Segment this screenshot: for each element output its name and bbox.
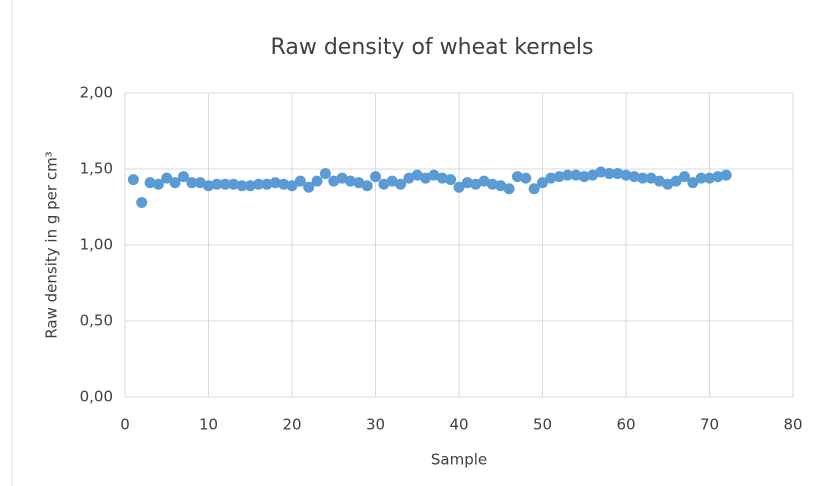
point <box>353 177 365 189</box>
point <box>311 175 323 187</box>
point <box>303 181 315 193</box>
y-tick-label: 0,00 <box>80 388 113 406</box>
point <box>562 169 574 181</box>
x-tick-label: 10 <box>199 416 218 434</box>
point <box>528 183 540 195</box>
point <box>344 175 356 187</box>
point <box>228 178 240 190</box>
point <box>395 178 407 190</box>
point <box>386 175 398 187</box>
point <box>587 169 599 181</box>
point <box>420 172 432 184</box>
x-tick-label: 0 <box>120 416 130 434</box>
point <box>470 178 482 190</box>
x-axis-label: Sample <box>431 451 487 469</box>
point <box>219 178 231 190</box>
point <box>428 169 440 181</box>
point <box>537 177 548 189</box>
point <box>186 177 198 189</box>
point <box>570 169 582 181</box>
point <box>645 172 657 184</box>
point <box>503 183 515 195</box>
point <box>511 171 523 183</box>
point <box>286 180 298 192</box>
point <box>653 175 665 187</box>
point <box>152 178 164 190</box>
point <box>678 171 690 183</box>
point <box>261 178 273 190</box>
y-tick-label: 1,50 <box>80 160 113 178</box>
point <box>637 172 649 184</box>
point <box>378 178 390 190</box>
point <box>278 178 290 190</box>
point <box>144 177 156 189</box>
point <box>486 178 498 190</box>
x-tick-label: 70 <box>700 416 719 434</box>
point <box>177 171 189 183</box>
point <box>545 172 557 184</box>
x-tick-label: 80 <box>783 416 802 434</box>
point <box>336 172 348 184</box>
point <box>520 172 532 184</box>
point <box>595 166 607 178</box>
point <box>328 175 340 187</box>
point <box>687 177 699 189</box>
point <box>620 169 632 181</box>
point <box>453 181 465 193</box>
point <box>603 168 615 180</box>
point <box>662 178 674 190</box>
point <box>712 171 724 183</box>
point <box>403 172 415 184</box>
point <box>127 174 139 186</box>
point <box>720 169 732 181</box>
point <box>244 180 256 192</box>
x-tick-label: 50 <box>533 416 552 434</box>
point <box>370 171 381 183</box>
point <box>704 172 715 184</box>
point <box>319 168 331 180</box>
point <box>253 178 265 190</box>
point <box>361 180 373 192</box>
y-axis-label: Raw density in g per cm³ <box>43 151 61 338</box>
y-tick-label: 0,50 <box>80 312 113 330</box>
x-tick-label: 20 <box>282 416 301 434</box>
y-tick-label: 2,00 <box>80 84 113 102</box>
point <box>478 175 490 187</box>
point <box>161 172 173 184</box>
point <box>445 174 457 186</box>
x-tick-label: 60 <box>616 416 635 434</box>
point <box>628 171 640 183</box>
point <box>461 177 473 189</box>
point <box>169 177 181 189</box>
x-tick-label: 30 <box>366 416 385 434</box>
point <box>495 180 507 192</box>
point <box>553 171 565 183</box>
point <box>203 180 214 192</box>
point <box>194 177 206 189</box>
point <box>695 172 707 184</box>
chart-title: Raw density of wheat kernels <box>271 35 594 60</box>
point <box>411 169 423 181</box>
point <box>670 175 682 187</box>
point <box>612 168 624 180</box>
point <box>436 172 448 184</box>
point <box>136 196 148 208</box>
point <box>269 177 281 189</box>
point <box>236 180 248 192</box>
point <box>578 171 590 183</box>
point <box>211 178 223 190</box>
y-tick-label: 1,00 <box>80 236 113 254</box>
point <box>294 175 306 187</box>
x-tick-label: 40 <box>449 416 468 434</box>
